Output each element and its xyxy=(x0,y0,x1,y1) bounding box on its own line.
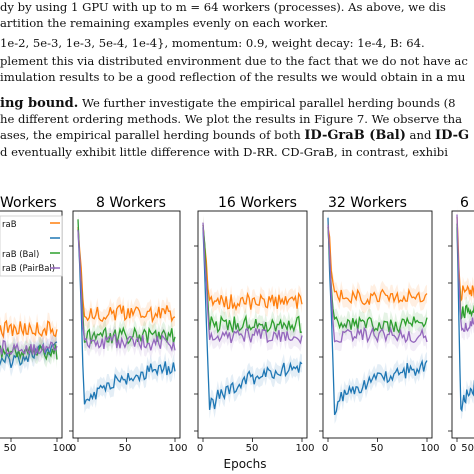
series-line xyxy=(202,222,303,345)
legend-entry: raB (PairBal) xyxy=(2,264,55,274)
confidence-band xyxy=(203,218,302,419)
series-line xyxy=(202,224,303,312)
text-line: ases, the empirical parallel herding bou… xyxy=(0,128,469,143)
confidence-band xyxy=(457,218,474,420)
bold-term: ID-GraB (Bal) xyxy=(304,128,406,143)
x-tick-label: 50 xyxy=(119,443,132,454)
x-tick-label: 0 xyxy=(322,443,328,454)
confidence-band xyxy=(328,217,427,342)
series-line xyxy=(77,219,176,345)
text-line: ing bound. We further investigate the em… xyxy=(0,96,455,111)
text-line: he different ordering methods. We plot t… xyxy=(0,112,462,126)
panel-title: 6 xyxy=(460,195,469,211)
legend-box xyxy=(0,215,63,277)
panels xyxy=(0,205,474,442)
x-tick-label: 0 xyxy=(197,443,203,454)
confidence-band xyxy=(328,208,427,424)
x-tick-label: 50 xyxy=(461,443,474,454)
x-tick-label: 100 xyxy=(295,443,314,454)
text-span: and xyxy=(405,128,436,142)
panel-title: 16 Workers xyxy=(218,195,297,211)
text-line: artition the remaining examples evenly o… xyxy=(0,16,329,30)
bold-term: ID-G xyxy=(435,128,470,143)
confidence-band xyxy=(203,213,302,352)
series-line xyxy=(327,227,428,306)
confidence-band xyxy=(78,218,175,331)
text-line: dy by using 1 GPU with up to m = 64 work… xyxy=(0,0,446,14)
plot-frame xyxy=(451,210,474,439)
x-tick-label: 100 xyxy=(52,443,71,454)
text-line: imulation results to be a good reflectio… xyxy=(0,70,466,84)
x-tick-label: 100 xyxy=(168,443,187,454)
confidence-band xyxy=(78,210,175,353)
figure-7: Workers 8 Workers 16 Workers 32 Workers … xyxy=(0,195,474,471)
x-tick-label: 0 xyxy=(70,443,76,454)
legend-entry: raB (Bal) xyxy=(2,250,39,260)
legend: raB raB (Bal) raB (PairBal) xyxy=(0,215,63,277)
text-span: We further investigate the empirical par… xyxy=(78,96,456,110)
series-line xyxy=(456,223,474,320)
series-line xyxy=(0,319,58,340)
series-line xyxy=(77,229,176,405)
series-line xyxy=(456,227,474,413)
confidence-band xyxy=(203,216,302,342)
series-line xyxy=(77,227,176,324)
x-axis-label: Epochs xyxy=(224,457,267,471)
x-tick-label: 100 xyxy=(420,443,439,454)
series-line xyxy=(202,224,303,334)
legend-entry: raB xyxy=(2,220,17,230)
x-tick-label: 50 xyxy=(4,443,17,454)
series-line xyxy=(77,230,176,352)
text-line: 1e-2, 5e-3, 1e-3, 5e-4, 1e-4}, momentum:… xyxy=(0,36,425,50)
confidence-band xyxy=(0,331,57,364)
confidence-band xyxy=(457,205,474,341)
series-line xyxy=(202,227,303,410)
panel-title: Workers xyxy=(0,195,57,211)
text-line: plement this via distributed environment… xyxy=(0,54,468,68)
text-line: d eventually exhibit little difference w… xyxy=(0,145,448,159)
series-line xyxy=(0,339,58,356)
paragraph-heading: ing bound. xyxy=(0,96,79,111)
confidence-band xyxy=(328,218,427,314)
series-line xyxy=(327,217,428,416)
confidence-band xyxy=(203,216,302,319)
x-tick-label: 0 xyxy=(450,443,456,454)
x-tick-label: 50 xyxy=(371,443,384,454)
series-line xyxy=(456,214,474,332)
confidence-band xyxy=(457,208,474,310)
panel-titles: Workers 8 Workers 16 Workers 32 Workers … xyxy=(0,195,469,211)
confidence-band xyxy=(0,333,57,377)
x-tick-label: 50 xyxy=(246,443,259,454)
panel-title: 32 Workers xyxy=(328,195,407,211)
series-line xyxy=(327,224,428,344)
panel-title: 8 Workers xyxy=(96,195,166,211)
series-line xyxy=(327,226,428,334)
series-line xyxy=(456,216,474,303)
x-tick-labels: 50 100 0 50 100 0 50 100 0 50 100 0 50 xyxy=(4,443,474,454)
text-span: ases, the empirical parallel herding bou… xyxy=(0,128,305,142)
